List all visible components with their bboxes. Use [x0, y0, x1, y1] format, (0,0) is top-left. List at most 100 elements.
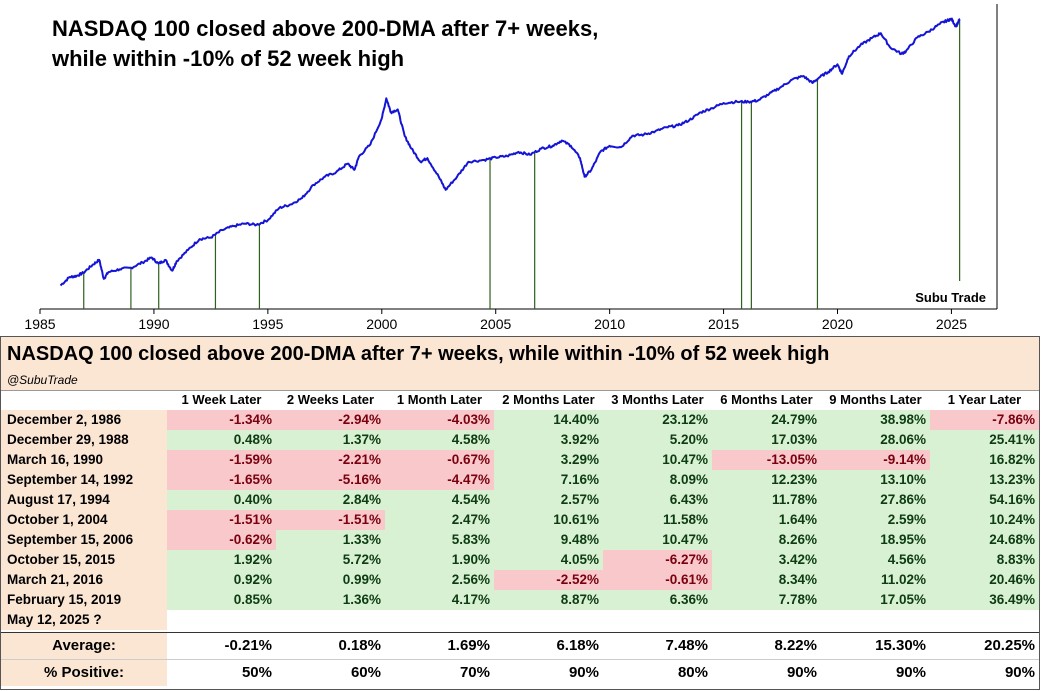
- return-cell: 3.42%: [712, 550, 821, 570]
- return-cell: 17.03%: [712, 430, 821, 450]
- return-cell: 7.78%: [712, 590, 821, 610]
- return-cell: 17.05%: [821, 590, 930, 610]
- return-cell: 13.10%: [821, 470, 930, 490]
- return-cell: 10.61%: [494, 510, 603, 530]
- return-cell: 1.92%: [167, 550, 276, 570]
- return-cell: -5.16%: [276, 470, 385, 490]
- x-tick-label: 1985: [24, 316, 55, 332]
- return-cell: 0.99%: [276, 570, 385, 590]
- summary-value: -0.21%: [167, 632, 276, 660]
- return-cell: 5.72%: [276, 550, 385, 570]
- return-cell: 5.20%: [603, 430, 712, 450]
- return-cell: 5.83%: [385, 530, 494, 550]
- return-cell: 4.05%: [494, 550, 603, 570]
- return-cell: -6.27%: [603, 550, 712, 570]
- return-cell: 28.06%: [821, 430, 930, 450]
- table-row: September 15, 2006 -0.62% 1.33% 5.83% 9.48% 1…: [1, 530, 1039, 550]
- table-row: May 12, 2025 ?: [1, 610, 1039, 630]
- table-header-row: 1 Week Later 2 Weeks Later 1 Month Later 2 …: [1, 390, 1039, 410]
- table-row: October 1, 2004 -1.51% -1.51% 2.47% 10.61% 11…: [1, 510, 1039, 530]
- return-cell: [494, 610, 603, 630]
- summary-value: 15.30%: [821, 632, 930, 660]
- return-cell: 27.86%: [821, 490, 930, 510]
- signal-date: August 17, 1994: [1, 490, 167, 510]
- signal-date: October 15, 2015: [1, 550, 167, 570]
- return-cell: -13.05%: [712, 450, 821, 470]
- summary-value: 90%: [494, 659, 603, 686]
- return-cell: 2.84%: [276, 490, 385, 510]
- table-header: NASDAQ 100 closed above 200-DMA after 7+…: [1, 337, 1039, 391]
- return-cell: 8.09%: [603, 470, 712, 490]
- summary-value: 90%: [712, 659, 821, 686]
- return-cell: 54.16%: [930, 490, 1039, 510]
- return-cell: -4.47%: [385, 470, 494, 490]
- return-cell: 6.36%: [603, 590, 712, 610]
- return-cell: 6.43%: [603, 490, 712, 510]
- return-cell: 4.54%: [385, 490, 494, 510]
- return-cell: 0.92%: [167, 570, 276, 590]
- return-cell: [930, 610, 1039, 630]
- return-cell: 16.82%: [930, 450, 1039, 470]
- return-cell: 13.23%: [930, 470, 1039, 490]
- summary-value: 0.18%: [276, 632, 385, 660]
- nasdaq-price-line: [59, 17, 961, 287]
- return-cell: 11.58%: [603, 510, 712, 530]
- signal-date: September 15, 2006: [1, 530, 167, 550]
- return-cell: 9.48%: [494, 530, 603, 550]
- table-row: December 29, 1988 0.48% 1.37% 4.58% 3.92% 5.2…: [1, 430, 1039, 450]
- return-cell: -2.52%: [494, 570, 603, 590]
- return-cell: 14.40%: [494, 410, 603, 430]
- return-cell: 11.02%: [821, 570, 930, 590]
- return-cell: 10.24%: [930, 510, 1039, 530]
- return-cell: 8.34%: [712, 570, 821, 590]
- return-cell: -7.86%: [930, 410, 1039, 430]
- return-cell: 2.56%: [385, 570, 494, 590]
- return-cell: [167, 610, 276, 630]
- return-cell: 23.12%: [603, 410, 712, 430]
- signal-date: March 21, 2016: [1, 570, 167, 590]
- summary-value: 6.18%: [494, 632, 603, 660]
- x-tick-label: 1995: [252, 316, 283, 332]
- return-cell: -1.51%: [167, 510, 276, 530]
- summary-table: Average: -0.21% 0.18% 1.69% 6.18% 7.48% 8.22% 1…: [1, 632, 1039, 686]
- return-cell: 20.46%: [930, 570, 1039, 590]
- chart-canvas: 1985 1990 1995 2000 2005 2010 2015 2020 2025: [24, 4, 998, 332]
- column-header: 2 Weeks Later: [286, 392, 375, 407]
- signal-date: October 1, 2004: [1, 510, 167, 530]
- signal-date: September 14, 1992: [1, 470, 167, 490]
- author-handle: @SubuTrade: [7, 373, 78, 387]
- return-cell: 1.64%: [712, 510, 821, 530]
- return-cell: 8.26%: [712, 530, 821, 550]
- chart-title: NASDAQ 100 closed above 200-DMA after 7+…: [52, 16, 599, 71]
- return-cell: -1.65%: [167, 470, 276, 490]
- summary-value: 7.48%: [603, 632, 712, 660]
- return-cell: -1.51%: [276, 510, 385, 530]
- return-cell: 1.37%: [276, 430, 385, 450]
- results-table: 1 Week Later 2 Weeks Later 1 Month Later 2 …: [1, 390, 1039, 630]
- summary-value: 70%: [385, 659, 494, 686]
- summary-value: 90%: [821, 659, 930, 686]
- x-tick-label: 2025: [936, 316, 967, 332]
- x-tick-label: 2020: [822, 316, 853, 332]
- return-cell: [385, 610, 494, 630]
- x-tick-label: 2000: [366, 316, 397, 332]
- price-chart: 1985 1990 1995 2000 2005 2010 2015 2020 2025 NAS…: [0, 0, 1042, 335]
- return-cell: 11.78%: [712, 490, 821, 510]
- table-row: March 16, 1990 -1.59% -2.21% -0.67% 3.29% 10.…: [1, 450, 1039, 470]
- summary-value: 8.22%: [712, 632, 821, 660]
- return-cell: 1.90%: [385, 550, 494, 570]
- return-cell: -0.61%: [603, 570, 712, 590]
- column-header: 3 Months Later: [611, 392, 704, 407]
- summary-value: 90%: [930, 659, 1039, 686]
- return-cell: [276, 610, 385, 630]
- return-cell: 2.47%: [385, 510, 494, 530]
- summary-value: 1.69%: [385, 632, 494, 660]
- signal-date: December 29, 1988: [1, 430, 167, 450]
- return-cell: 7.16%: [494, 470, 603, 490]
- return-cell: -1.34%: [167, 410, 276, 430]
- return-cell: 10.47%: [603, 450, 712, 470]
- return-cell: 38.98%: [821, 410, 930, 430]
- table-row: December 2, 1986 -1.34% -2.94% -4.03% 14.40%…: [1, 410, 1039, 430]
- return-cell: 24.79%: [712, 410, 821, 430]
- chart-watermark: Subu Trade: [915, 290, 986, 305]
